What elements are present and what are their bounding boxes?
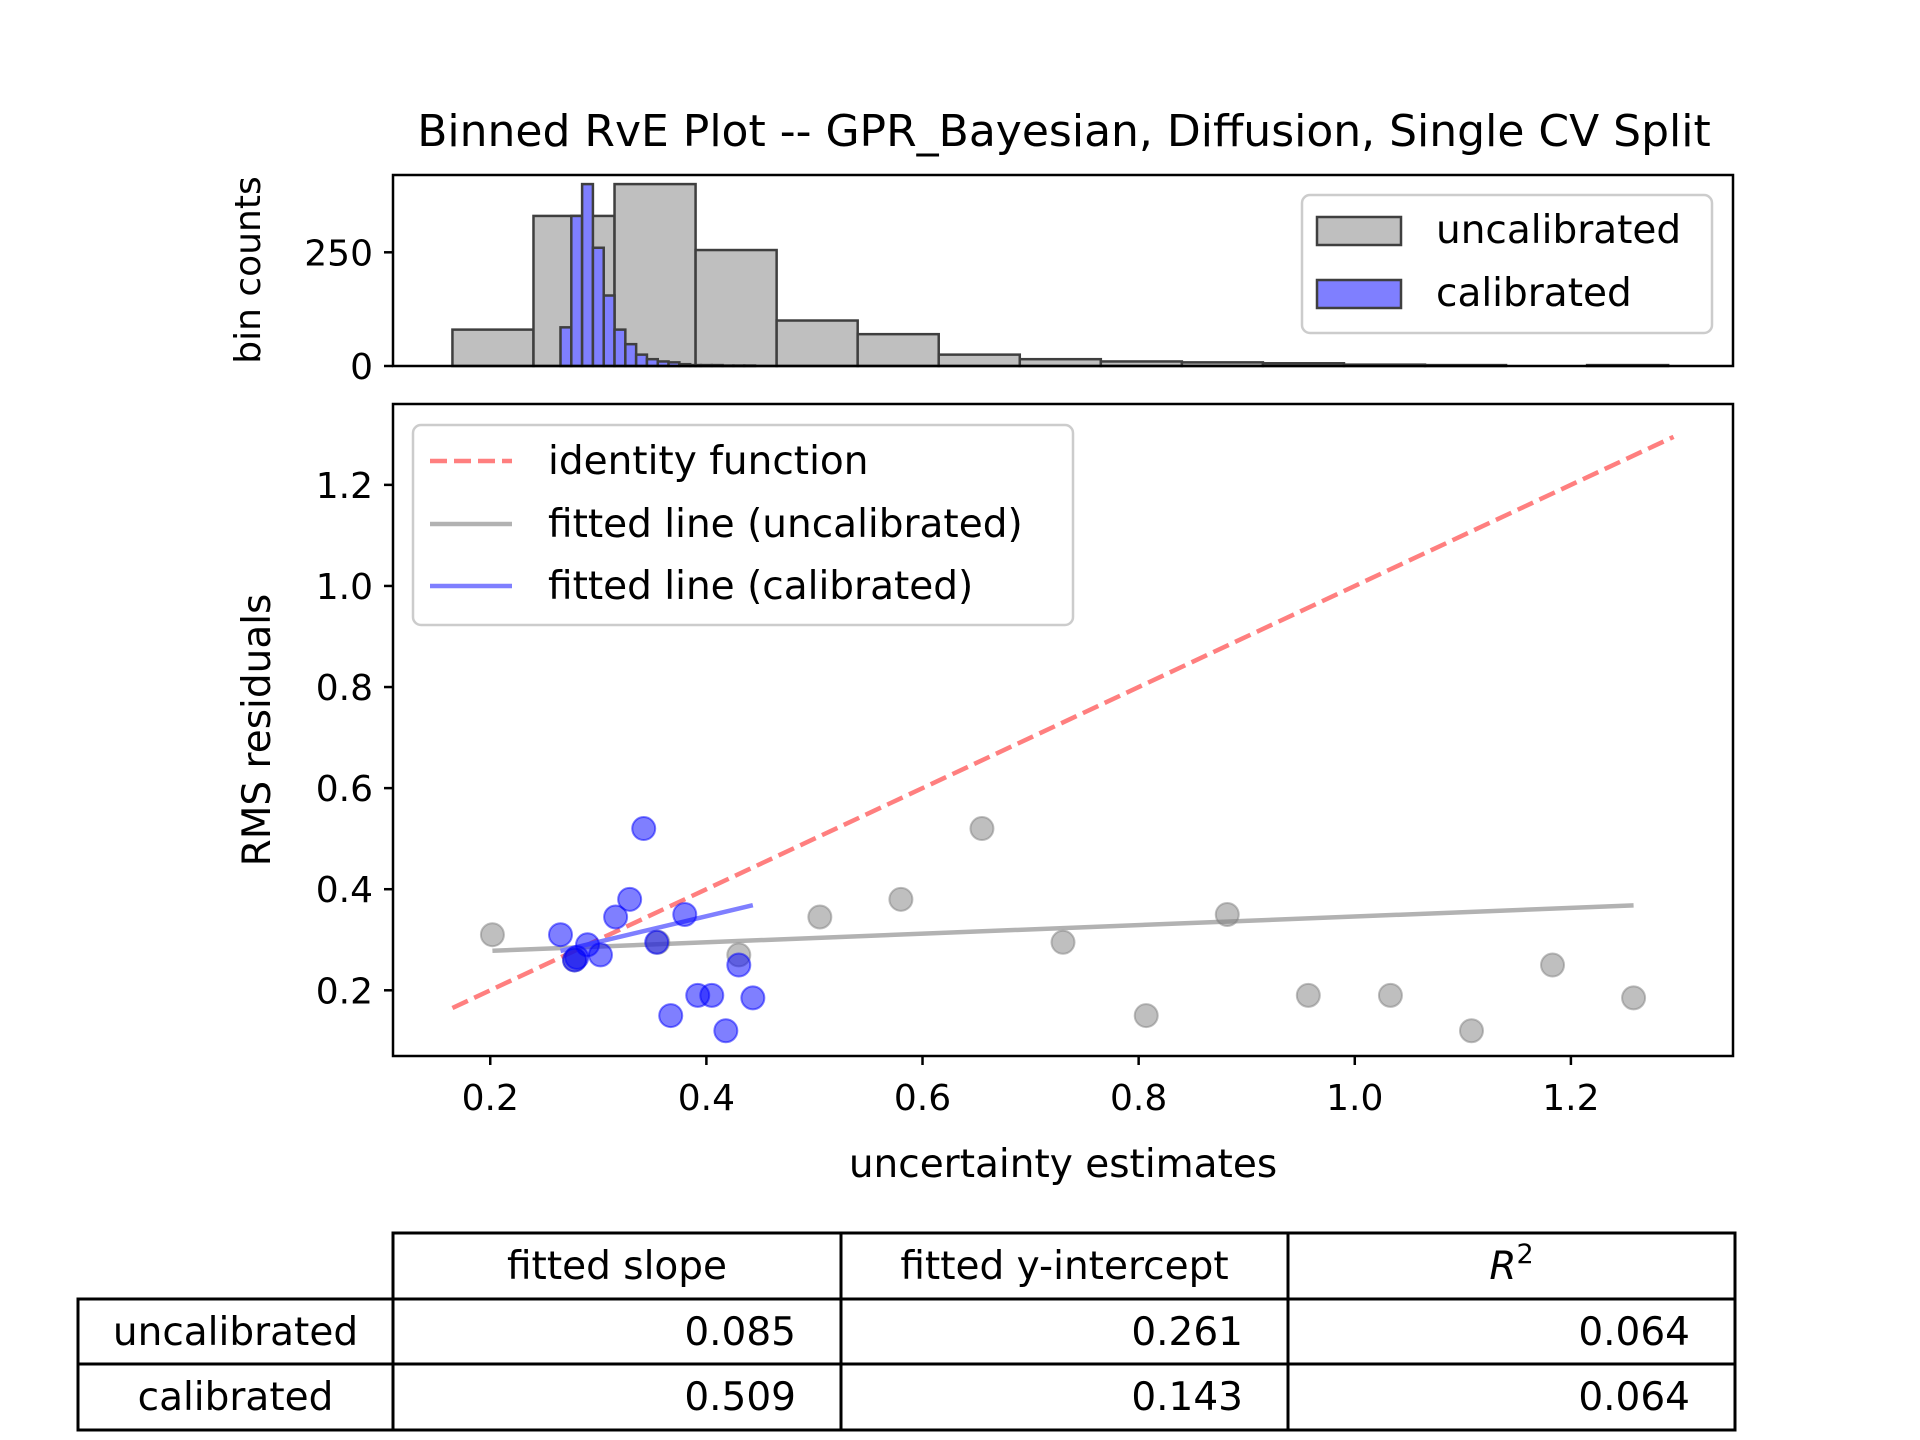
table-header-cell <box>391 1231 843 1301</box>
scatter-calibrated-point <box>672 901 698 927</box>
scatter-xtick-label: 0.2 <box>462 1078 519 1119</box>
histogram-y-axis: 0 250 <box>304 233 393 388</box>
scatter-calibrated-point <box>587 942 613 968</box>
scatter-ytick-label: 1.0 <box>316 567 373 608</box>
scatter-x-axis: 0.2 0.4 0.6 0.8 1.0 1.2 <box>462 1056 1600 1119</box>
histogram-ytick-label: 250 <box>304 233 373 274</box>
scatter-ytick-label: 0.2 <box>316 971 373 1012</box>
scatter-uncalibrated-point <box>1295 982 1321 1008</box>
table-cell <box>391 1297 843 1366</box>
scatter-uncalibrated-point <box>969 816 995 842</box>
scatter-calibrated-point <box>644 929 670 955</box>
scatter-xtick-label: 0.4 <box>678 1078 735 1119</box>
legend-swatch-calibrated <box>1315 278 1403 310</box>
scatter-uncalibrated-point <box>807 904 833 930</box>
scatter-xtick-label: 1.2 <box>1542 1078 1599 1119</box>
table-cell <box>1286 1297 1737 1366</box>
histogram-legend: uncalibrated calibrated <box>1300 193 1714 335</box>
scatter-legend-box <box>411 423 1075 627</box>
histogram-ytick-label: 0 <box>350 347 373 388</box>
table-value: 0.085 <box>684 1310 796 1355</box>
table-value: 0.064 <box>1578 1375 1690 1420</box>
table-column-header: fitted y-intercept <box>900 1244 1228 1289</box>
legend-label-calibrated: calibrated <box>1436 271 1632 316</box>
scatter-xlabel: uncertainty estimates <box>849 1142 1277 1187</box>
scatter-calibrated-point <box>631 816 657 842</box>
table-value: 0.064 <box>1578 1310 1690 1355</box>
table-value: 0.509 <box>684 1375 796 1420</box>
table-column-header: fitted slope <box>507 1244 727 1289</box>
scatter-ytick-label: 1.2 <box>316 466 373 507</box>
scatter-uncalibrated-point <box>1540 952 1566 978</box>
scatter-uncalibrated-point <box>1050 929 1076 955</box>
scatter-calibrated-points <box>548 816 766 1044</box>
stats-table: fitted slope fitted y-intercept R2 uncalibr… <box>76 1231 1737 1432</box>
histogram-calibrated-bar <box>559 326 573 368</box>
table-row-label: uncalibrated <box>113 1310 358 1355</box>
scatter-calibrated-point <box>603 904 629 930</box>
legend-swatch-uncalibrated <box>1315 215 1403 247</box>
scatter-calibrated-point <box>726 952 752 978</box>
scatter-xtick-label: 1.0 <box>1326 1078 1383 1119</box>
scatter-ytick-label: 0.4 <box>316 870 373 911</box>
scatter-y-axis: 0.2 0.4 0.6 0.8 1.0 1.2 <box>316 466 393 1012</box>
scatter-uncalibrated-point <box>888 886 914 912</box>
histogram-calibrated-bar <box>602 294 616 368</box>
scatter-legend: identity function fitted line (uncalibra… <box>411 423 1075 627</box>
table-header-cell <box>1286 1231 1737 1301</box>
histogram-uncalibrated-bar <box>694 248 778 368</box>
scatter-calibrated-point <box>740 985 766 1011</box>
scatter-frame <box>391 402 1735 1058</box>
table-row-label: calibrated <box>138 1375 334 1420</box>
table-cell <box>1286 1362 1737 1432</box>
scatter-uncalibrated-point <box>479 922 505 948</box>
scatter-calibrated-point <box>617 886 643 912</box>
scatter-panel: 0.2 0.4 0.6 0.8 1.0 1.2 0.2 0.4 0.6 0.8 1.0 1.2 un… <box>235 402 1735 1187</box>
table-value: 0.143 <box>1131 1375 1243 1420</box>
scatter-ytick-label: 0.6 <box>316 769 373 810</box>
histogram-calibrated-bar <box>591 246 605 368</box>
scatter-calibrated-point <box>548 922 573 948</box>
legend-label-fit-uncalibrated: fitted line (uncalibrated) <box>548 502 1023 547</box>
table-header-cell <box>839 1231 1290 1301</box>
histogram-calibrated-bar <box>613 328 627 368</box>
scatter-uncalibrated-point <box>1377 982 1403 1008</box>
histogram-ylabel: bin counts <box>228 176 269 363</box>
histogram-uncalibrated-bar <box>856 332 940 368</box>
histogram-uncalibrated-bar <box>775 319 859 368</box>
scatter-uncalibrated-point <box>1621 985 1647 1011</box>
histogram-calibrated-bar <box>634 353 649 368</box>
scatter-ytick-label: 0.8 <box>316 668 373 709</box>
histogram-panel: 0 250 bin counts uncalibrated calibrated <box>228 173 1735 388</box>
histogram-calibrated-bar <box>624 342 638 368</box>
legend-label-uncalibrated: uncalibrated <box>1436 208 1681 253</box>
histogram-frame <box>391 173 1735 368</box>
table-value: 0.261 <box>1131 1310 1243 1355</box>
scatter-ylabel: RMS residuals <box>235 594 280 867</box>
scatter-uncalibrated-point <box>1133 1003 1159 1029</box>
legend-label-fit-calibrated: fitted line (calibrated) <box>548 564 973 609</box>
histogram-uncalibrated-bar <box>451 328 535 368</box>
fitted-line-uncalibrated <box>492 903 1634 954</box>
table-column-header: R2 <box>1489 1239 1533 1289</box>
scatter-xtick-label: 0.8 <box>1110 1078 1167 1119</box>
legend-label-identity: identity function <box>548 439 869 484</box>
scatter-uncalibrated-point <box>1214 901 1240 927</box>
chart-title: Binned RvE Plot -- GPR_Bayesian, Diffusi… <box>417 106 1711 157</box>
scatter-calibrated-point <box>699 982 725 1008</box>
identity-function-line <box>451 434 1675 1011</box>
histogram-calibrated-bar <box>570 214 584 368</box>
scatter-xtick-label: 0.6 <box>894 1078 951 1119</box>
histogram-calibrated-bar <box>580 182 595 368</box>
scatter-uncalibrated-point <box>1458 1018 1484 1044</box>
histogram-uncalibrated-bar <box>937 353 1022 368</box>
scatter-uncalibrated-points <box>479 816 1647 1044</box>
scatter-calibrated-point <box>658 1003 684 1029</box>
histogram-uncalibrated-bar <box>613 182 697 368</box>
histogram-legend-box <box>1300 193 1714 335</box>
scatter-calibrated-point <box>713 1018 739 1044</box>
table-cells: fitted slope fitted y-intercept R2 uncalibr… <box>76 1231 1737 1432</box>
